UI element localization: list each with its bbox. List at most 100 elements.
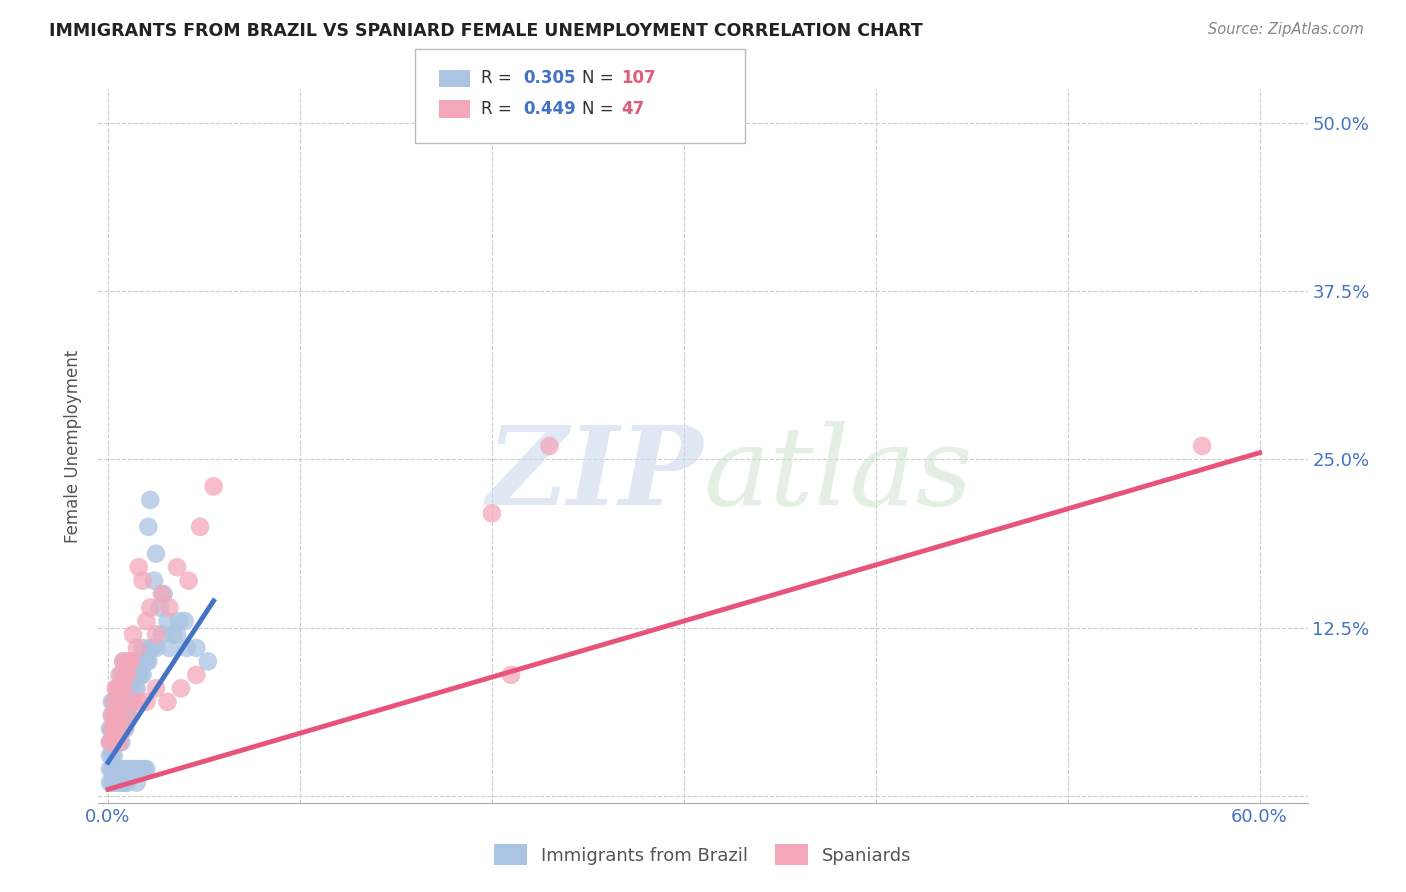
Point [118,655,141,669]
Point [107,708,129,723]
Text: IMMIGRANTS FROM BRAZIL VS SPANIARD FEMALE UNEMPLOYMENT CORRELATION CHART: IMMIGRANTS FROM BRAZIL VS SPANIARD FEMAL… [49,22,922,40]
Point [186,668,208,682]
Point [135,695,157,709]
Point [538,439,561,453]
Point [103,695,125,709]
Point [98,735,121,749]
Point [131,574,153,588]
Point [125,640,148,655]
Point [104,762,127,776]
Point [150,587,173,601]
Point [139,600,162,615]
Point [107,695,129,709]
Point [166,560,188,574]
Point [128,668,150,682]
Point [115,708,138,723]
Point [129,762,152,776]
Point [107,775,129,789]
Point [145,640,167,655]
Point [128,695,150,709]
Point [108,708,131,723]
Text: R =: R = [481,100,517,118]
Point [120,762,142,776]
Point [112,762,135,776]
Point [104,775,127,789]
Point [103,708,125,723]
Point [135,614,157,628]
Text: 47: 47 [621,100,645,118]
Point [115,708,138,723]
Point [122,695,145,709]
Point [162,627,184,641]
Point [128,560,150,574]
Point [108,668,131,682]
Point [108,735,131,749]
Point [101,695,124,709]
Point [145,547,167,561]
Point [170,681,193,696]
Point [124,762,146,776]
Point [166,627,188,641]
Point [103,735,125,749]
Point [118,681,141,696]
Point [135,762,157,776]
Point [98,735,121,749]
Point [122,668,145,682]
Point [481,506,503,520]
Point [124,655,146,669]
Point [149,600,172,615]
Point [128,762,150,776]
Point [110,668,132,682]
Point [101,722,124,736]
Point [114,762,136,776]
Point [108,722,131,736]
Point [110,722,132,736]
Text: Source: ZipAtlas.com: Source: ZipAtlas.com [1208,22,1364,37]
Point [139,492,162,507]
Point [107,735,129,749]
Text: 107: 107 [621,70,657,87]
Point [122,762,145,776]
Text: 0.449: 0.449 [523,100,576,118]
Point [118,655,141,669]
Point [101,708,124,723]
Point [118,762,141,776]
Point [141,640,163,655]
Point [108,775,131,789]
Point [115,695,138,709]
Point [136,520,159,534]
Point [124,681,146,696]
Point [108,735,131,749]
Point [101,708,124,723]
Point [145,627,167,641]
Text: 0.305: 0.305 [523,70,575,87]
Text: N =: N = [582,100,619,118]
Point [98,722,121,736]
Point [101,722,124,736]
Point [120,695,142,709]
Point [131,668,153,682]
Point [159,640,181,655]
Point [176,640,198,655]
Point [108,695,131,709]
Point [202,479,225,493]
Point [104,708,127,723]
Point [98,775,121,789]
Point [122,627,145,641]
Text: atlas: atlas [703,421,973,528]
Point [114,708,136,723]
Point [104,722,127,736]
Point [101,775,124,789]
Point [101,735,124,749]
Point [104,735,127,749]
Point [103,775,125,789]
Point [112,681,135,696]
Point [103,722,125,736]
Point [103,735,125,749]
Point [115,775,138,789]
Point [103,695,125,709]
Text: ZIP: ZIP [486,421,703,528]
Point [112,655,135,669]
Point [115,668,138,682]
Point [125,681,148,696]
